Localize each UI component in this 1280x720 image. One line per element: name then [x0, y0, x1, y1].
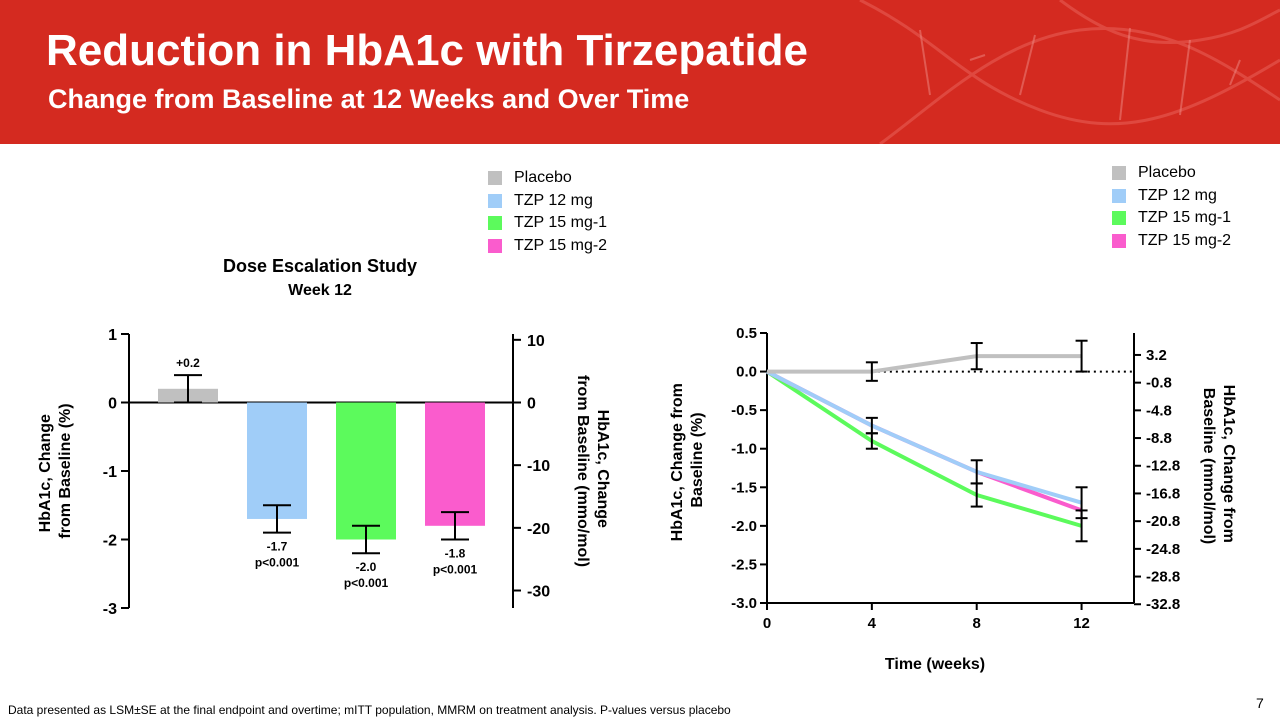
line-y-tick-label: -3.0	[731, 595, 757, 612]
legend-label: Placebo	[1138, 164, 1196, 182]
bar-chart-title: Dose Escalation Study	[223, 256, 417, 276]
bar-p-value-label: p<0.001	[433, 563, 478, 577]
line-y2-axis-label: HbA1c, Change from Baseline (mmol/mol)	[1200, 385, 1237, 548]
bar	[336, 402, 396, 540]
bar-y-axis-label-line1: HbA1c, Change	[37, 414, 54, 532]
line-y2-tick-label: -20.8	[1146, 513, 1180, 530]
bar-y-tick-label: 1	[108, 327, 117, 344]
line-y2-axis-label-line2: Baseline (mmol/mol)	[1200, 388, 1217, 544]
legend-item-placebo: Placebo	[488, 167, 607, 190]
bar-y-tick-label: -1	[103, 464, 117, 481]
bar-y-tick-label: -2	[103, 533, 117, 550]
line-y-tick-label: -1.0	[731, 441, 757, 458]
bar	[247, 402, 307, 519]
line-y-tick-label: -2.0	[731, 518, 757, 535]
legend-label: TZP 12 mg	[1138, 186, 1217, 204]
bar-y2-tick-label: 10	[527, 333, 545, 350]
bar-y2-axis-label-line2: from Baseline (mmo/mol)	[574, 375, 591, 567]
legend-swatch	[488, 171, 502, 186]
legend-item-tzp-15mg-2: TZP 15 mg-2	[1112, 230, 1231, 253]
bar-y2-axis-label-line1: HbA1c, Change	[594, 410, 611, 528]
line-x-tick-label: 12	[1073, 615, 1090, 632]
legend-label: TZP 12 mg	[514, 191, 593, 209]
bar-value-label: +0.2	[176, 356, 200, 370]
legend-label: TZP 15 mg-2	[514, 236, 608, 254]
bar-chart-subtitle: Week 12	[288, 282, 352, 299]
line-y-axis-label-line1: HbA1c, Change from	[669, 383, 686, 541]
legend-item-placebo: Placebo	[1112, 162, 1231, 185]
bar-y2-tick-label: 0	[527, 396, 536, 413]
line-chart: Time (weeks) HbA1c, Change from Baseline…	[669, 325, 1237, 673]
legend-swatch	[488, 193, 502, 208]
line-y-axis-label: HbA1c, Change from Baseline (%)	[669, 379, 706, 542]
bar-value-label: -2.0	[356, 560, 377, 574]
bar	[425, 402, 485, 526]
line-y-tick-label: -1.5	[731, 479, 757, 496]
line-y-axis-label-line2: Baseline (%)	[689, 412, 706, 507]
slide-title: Reduction in HbA1c with Tirzepatide	[46, 26, 808, 75]
line-y-tick-label: 0.0	[736, 364, 757, 381]
legend-swatch	[1112, 211, 1126, 226]
line-y-tick-label: -2.5	[731, 556, 757, 573]
bar-y2-tick-label: -20	[527, 521, 550, 538]
line-x-tick-label: 8	[973, 615, 981, 632]
line-y-tick-label: 0.5	[736, 325, 757, 342]
bar-y2-axis-label: HbA1c, Change from Baseline (mmo/mol)	[574, 375, 611, 567]
line-y2-tick-label: 3.2	[1146, 347, 1167, 364]
line-y2-tick-label: -32.8	[1146, 596, 1180, 613]
legend-swatch	[1112, 166, 1126, 181]
bar-value-label: -1.7	[267, 540, 288, 554]
line-y2-tick-label: -24.8	[1146, 541, 1180, 558]
legend-item-tzp-15mg-1: TZP 15 mg-1	[488, 212, 607, 235]
line-y2-tick-label: -0.8	[1146, 375, 1172, 392]
slide-subtitle: Change from Baseline at 12 Weeks and Ove…	[48, 84, 690, 114]
line-y2-tick-label: -28.8	[1146, 569, 1180, 586]
legend-swatch	[488, 216, 502, 231]
line-series	[766, 369, 1083, 505]
line-series	[767, 354, 1082, 374]
bar-y-tick-label: -3	[103, 601, 117, 618]
line-x-tick-label: 4	[868, 615, 877, 632]
bar-chart-legend: Placebo TZP 12 mg TZP 15 mg-1 TZP 15 mg-…	[488, 167, 607, 257]
bar-y-axis-label: HbA1c, Change from Baseline (%)	[37, 403, 74, 538]
line-chart-legend: Placebo TZP 12 mg TZP 15 mg-1 TZP 15 mg-…	[1112, 162, 1231, 252]
bar-y-tick-label: 0	[108, 396, 117, 413]
legend-label: TZP 15 mg-1	[1138, 209, 1232, 227]
line-y-tick-label: -0.5	[731, 402, 757, 419]
legend-swatch	[488, 238, 502, 253]
line-x-axis-label: Time (weeks)	[885, 656, 985, 673]
line-y2-tick-label: -8.8	[1146, 430, 1172, 447]
line-y2-tick-label: -16.8	[1146, 485, 1180, 502]
line-series	[765, 369, 1083, 528]
legend-swatch	[1112, 233, 1126, 248]
bar-value-label: -1.8	[445, 547, 466, 561]
bar-y2-tick-label: -10	[527, 458, 550, 475]
bar-chart: Dose Escalation Study Week 12 HbA1c, Cha…	[37, 256, 611, 618]
page-number: 7	[1256, 695, 1264, 711]
legend-label: TZP 15 mg-2	[1138, 231, 1232, 249]
line-x-tick-label: 0	[763, 615, 771, 632]
legend-item-tzp-15mg-2: TZP 15 mg-2	[488, 235, 607, 258]
footnote: Data presented as LSM±SE at the final en…	[8, 703, 731, 717]
bar-p-value-label: p<0.001	[344, 576, 389, 590]
line-y2-axis-label-line1: HbA1c, Change from	[1220, 385, 1237, 543]
bar-y2-tick-label: -30	[527, 584, 550, 601]
legend-swatch	[1112, 188, 1126, 203]
dna-helix-decoration	[859, 0, 1280, 144]
legend-item-tzp-12mg: TZP 12 mg	[1112, 185, 1231, 208]
legend-label: Placebo	[514, 169, 572, 187]
legend-label: TZP 15 mg-1	[514, 214, 608, 232]
legend-item-tzp-12mg: TZP 12 mg	[488, 190, 607, 213]
line-y2-tick-label: -12.8	[1146, 458, 1180, 475]
line-y2-tick-label: -4.8	[1146, 402, 1172, 419]
bar-p-value-label: p<0.001	[255, 556, 300, 570]
legend-item-tzp-15mg-1: TZP 15 mg-1	[1112, 207, 1231, 230]
bar-y-axis-label-line2: from Baseline (%)	[57, 403, 74, 538]
title-banner: Reduction in HbA1c with Tirzepatide Chan…	[0, 0, 1280, 144]
